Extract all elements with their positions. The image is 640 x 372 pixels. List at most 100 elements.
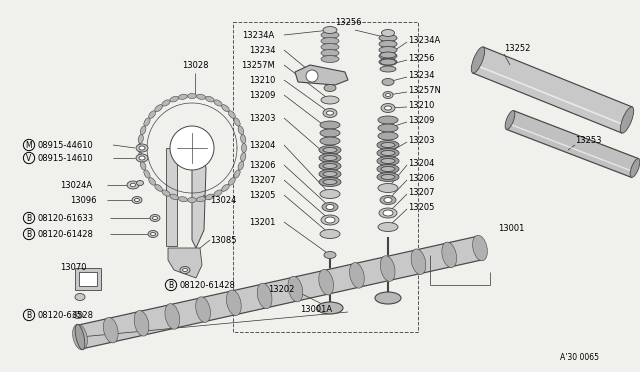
Ellipse shape	[319, 170, 341, 179]
Ellipse shape	[321, 96, 339, 104]
Text: B: B	[26, 230, 31, 238]
Ellipse shape	[139, 156, 145, 160]
Text: 13207: 13207	[249, 176, 275, 185]
Ellipse shape	[136, 180, 143, 186]
Ellipse shape	[73, 311, 83, 318]
Text: 08120-63528: 08120-63528	[38, 311, 94, 320]
Ellipse shape	[320, 129, 340, 137]
Text: 13204: 13204	[408, 158, 435, 167]
Text: 13253: 13253	[575, 135, 602, 144]
Text: 13206: 13206	[249, 160, 275, 170]
Text: 13085: 13085	[210, 235, 237, 244]
Ellipse shape	[323, 109, 337, 118]
Ellipse shape	[381, 151, 395, 155]
Ellipse shape	[380, 52, 396, 58]
Ellipse shape	[288, 276, 303, 302]
Ellipse shape	[384, 198, 392, 202]
Ellipse shape	[155, 185, 163, 191]
Ellipse shape	[323, 26, 337, 33]
Text: 13234A: 13234A	[408, 35, 440, 45]
Ellipse shape	[320, 137, 340, 145]
Ellipse shape	[381, 174, 395, 180]
Text: 13209: 13209	[249, 90, 275, 99]
Bar	[75, 268, 101, 290]
Ellipse shape	[381, 158, 395, 164]
Ellipse shape	[214, 100, 222, 106]
Text: B: B	[26, 214, 31, 222]
Ellipse shape	[150, 215, 160, 221]
Ellipse shape	[241, 153, 246, 161]
Ellipse shape	[377, 164, 399, 173]
Ellipse shape	[238, 161, 244, 170]
Ellipse shape	[320, 189, 340, 199]
Bar	[79, 272, 97, 286]
Ellipse shape	[378, 124, 398, 132]
Polygon shape	[506, 110, 639, 177]
Ellipse shape	[234, 170, 240, 178]
Text: 13204: 13204	[249, 141, 275, 150]
Ellipse shape	[379, 58, 397, 65]
Ellipse shape	[383, 210, 393, 216]
Ellipse shape	[379, 52, 397, 60]
Text: 13096: 13096	[70, 196, 97, 205]
Ellipse shape	[380, 66, 396, 72]
Ellipse shape	[620, 107, 634, 133]
Ellipse shape	[241, 135, 246, 144]
Ellipse shape	[380, 196, 396, 205]
Ellipse shape	[180, 266, 190, 273]
Ellipse shape	[134, 311, 149, 336]
Ellipse shape	[324, 84, 336, 92]
Ellipse shape	[378, 183, 398, 192]
Ellipse shape	[214, 190, 222, 196]
Text: 13201: 13201	[249, 218, 275, 227]
Polygon shape	[77, 236, 483, 349]
Ellipse shape	[148, 231, 158, 237]
Ellipse shape	[205, 96, 214, 102]
Ellipse shape	[323, 155, 337, 160]
Ellipse shape	[385, 93, 390, 96]
Ellipse shape	[321, 32, 339, 38]
Text: 13203: 13203	[408, 135, 435, 144]
Ellipse shape	[75, 324, 85, 350]
Ellipse shape	[165, 304, 180, 329]
Ellipse shape	[139, 146, 145, 150]
Ellipse shape	[379, 35, 397, 42]
Ellipse shape	[221, 105, 229, 112]
Ellipse shape	[127, 181, 139, 189]
Text: 08915-14610: 08915-14610	[38, 154, 93, 163]
Text: 13210: 13210	[408, 100, 435, 109]
Ellipse shape	[75, 294, 85, 301]
Ellipse shape	[317, 302, 343, 314]
Ellipse shape	[196, 297, 211, 323]
Text: 13001: 13001	[498, 224, 524, 232]
Ellipse shape	[379, 41, 397, 48]
Text: 13209: 13209	[408, 115, 435, 125]
Polygon shape	[473, 47, 632, 133]
Ellipse shape	[326, 205, 334, 209]
Ellipse shape	[322, 202, 338, 212]
Ellipse shape	[377, 141, 399, 150]
Circle shape	[306, 70, 318, 82]
Ellipse shape	[155, 105, 163, 112]
Ellipse shape	[324, 251, 336, 259]
Ellipse shape	[472, 235, 488, 261]
Ellipse shape	[131, 183, 136, 187]
Ellipse shape	[380, 59, 396, 65]
Ellipse shape	[162, 190, 170, 196]
Circle shape	[170, 126, 214, 170]
Ellipse shape	[319, 154, 341, 163]
Text: 13234: 13234	[408, 71, 435, 80]
Text: 13206: 13206	[408, 173, 435, 183]
Ellipse shape	[323, 171, 337, 176]
Ellipse shape	[325, 217, 335, 223]
Polygon shape	[168, 248, 202, 278]
Ellipse shape	[471, 47, 484, 73]
Text: M: M	[26, 141, 32, 150]
Ellipse shape	[321, 44, 339, 51]
Ellipse shape	[630, 158, 640, 177]
Text: 13028: 13028	[182, 61, 208, 70]
Ellipse shape	[375, 292, 401, 304]
Ellipse shape	[134, 199, 140, 202]
Ellipse shape	[321, 49, 339, 57]
Ellipse shape	[188, 93, 196, 99]
